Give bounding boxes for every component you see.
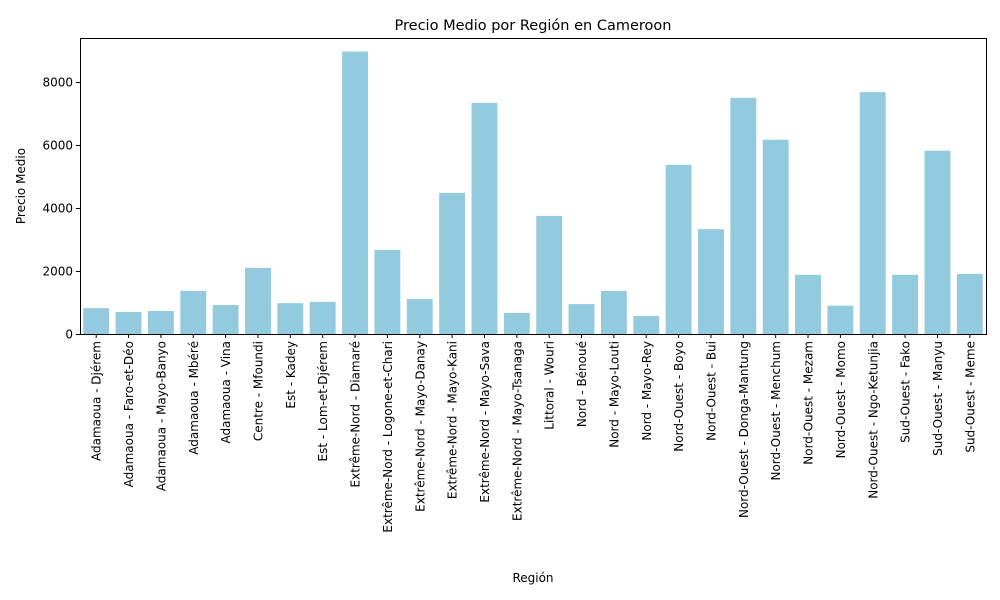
bar-16 xyxy=(600,290,627,334)
x-tick-label: Extrême-Nord - Mayo-Danay xyxy=(413,341,427,512)
x-tick-label: Sud-Ouest - Manyu xyxy=(931,341,945,456)
x-tick-label: Extrême-Nord - Mayo-Sava xyxy=(478,341,492,503)
bar-27 xyxy=(956,273,983,334)
bar-13 xyxy=(503,312,530,334)
y-tick-label: 4000 xyxy=(42,202,73,216)
bar-25 xyxy=(892,274,919,334)
bar-12 xyxy=(471,102,498,334)
bar-5 xyxy=(245,267,271,334)
bar-1 xyxy=(115,311,142,334)
x-tick-label: Adamaoua - Mbéré xyxy=(187,341,201,455)
x-tick-label: Sud-Ouest - Fako xyxy=(899,341,913,443)
bar-11 xyxy=(439,192,466,334)
x-axis-ticks: Adamaoua - Djérem Adamaoua - Faro-et-Déo A… xyxy=(90,334,977,533)
x-tick-label: Nord-Ouest - Momo xyxy=(834,341,848,458)
x-tick-label: Extrême-Nord - Logone-et-Chari xyxy=(381,341,395,533)
x-tick-label: Nord-Ouest - Ngo-Ketunjia xyxy=(866,341,880,499)
plot-frame xyxy=(80,38,987,335)
bar-0 xyxy=(83,308,110,334)
x-tick-label: Centre - Mfoundi xyxy=(251,341,265,441)
x-tick-label: Est - Kadey xyxy=(284,341,298,409)
bar-21 xyxy=(762,139,789,334)
y-tick-label: 2000 xyxy=(42,265,73,279)
x-tick-label: Nord - Bénoué xyxy=(575,341,589,427)
x-tick-label: Est - Lom-et-Djérem xyxy=(316,341,330,461)
bar-17 xyxy=(633,316,660,334)
bar-14 xyxy=(536,215,563,334)
x-tick-label: Adamaoua - Faro-et-Déo xyxy=(122,341,136,487)
x-tick-label: Nord-Ouest - Menchum xyxy=(769,341,783,481)
chart-title: Precio Medio por Región en Cameroon xyxy=(395,18,672,34)
bar-4 xyxy=(212,305,239,334)
y-tick-label: 8000 xyxy=(42,76,73,90)
x-tick-label: Sud-Ouest - Meme xyxy=(963,341,977,453)
y-axis-ticks: 0 2000 4000 6000 8000 xyxy=(42,76,80,342)
x-tick-label: Adamaoua - Vina xyxy=(219,341,233,444)
bar-26 xyxy=(924,150,951,334)
bars-group xyxy=(83,51,983,334)
y-axis-title: Precio Medio xyxy=(14,148,28,224)
x-tick-label: Nord - Mayo-Louti xyxy=(607,341,621,448)
bar-6 xyxy=(277,303,304,334)
y-tick-label: 6000 xyxy=(42,139,73,153)
bar-23 xyxy=(827,305,854,334)
bar-9 xyxy=(374,249,401,334)
x-tick-label: Nord-Ouest - Donga-Mantung xyxy=(737,341,751,518)
bar-24 xyxy=(859,92,886,334)
x-tick-label: Extrême-Nord - Mayo-Tsanaga xyxy=(510,341,524,521)
x-tick-label: Adamaoua - Djérem xyxy=(90,341,104,461)
x-tick-label: Nord-Ouest - Bui xyxy=(704,341,718,441)
bar-2 xyxy=(147,311,174,334)
bar-19 xyxy=(698,229,724,334)
bar-15 xyxy=(568,304,595,334)
bar-20 xyxy=(730,97,757,334)
x-tick-label: Nord-Ouest - Boyo xyxy=(672,341,686,452)
bar-7 xyxy=(309,301,336,334)
y-tick-label: 0 xyxy=(65,328,73,342)
bar-3 xyxy=(180,290,207,334)
x-tick-label: Nord-Ouest - Mezam xyxy=(802,341,816,465)
bar-22 xyxy=(795,274,821,334)
x-tick-label: Extrême-Nord - Diamaré xyxy=(349,341,363,487)
bar-8 xyxy=(342,51,368,334)
x-tick-label: Extrême-Nord - Mayo-Kani xyxy=(446,341,460,499)
x-tick-label: Nord - Mayo-Rey xyxy=(640,341,654,441)
x-tick-label: Littoral - Wouri xyxy=(543,341,557,430)
bar-18 xyxy=(665,164,692,334)
x-axis-title: Región xyxy=(512,571,553,585)
bar-10 xyxy=(406,299,433,334)
x-tick-label: Adamaoua - Mayo-Banyo xyxy=(154,341,168,491)
